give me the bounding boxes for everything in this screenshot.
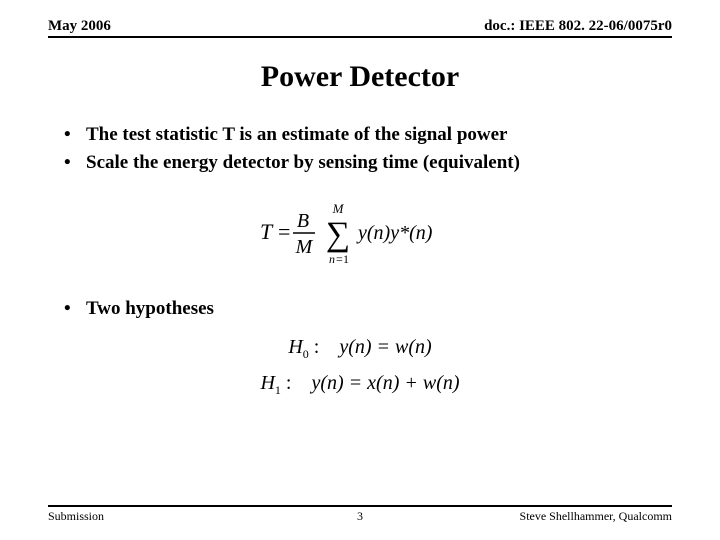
sum-lower-val: 1: [343, 252, 349, 266]
colon: :: [286, 372, 307, 394]
bullet-list-bottom: Two hypotheses: [48, 296, 672, 322]
sum-lower-var: n: [329, 252, 335, 266]
h0-label: H: [288, 336, 302, 358]
footer-page-number: 3: [357, 509, 363, 524]
hypothesis-h0: H0 : y(n) = w(n): [48, 336, 672, 362]
bullet-item: Two hypotheses: [64, 296, 672, 322]
header-doc-id: doc.: IEEE 802. 22-06/0075r0: [484, 18, 672, 35]
sum-lower-eq: =: [336, 252, 343, 266]
equals-sign: =: [278, 219, 290, 244]
bullet-item: Scale the energy detector by sensing tim…: [64, 150, 672, 176]
hypotheses-block: H0 : y(n) = w(n) H1 : y(n) = x(n) + w(n): [48, 336, 672, 398]
formula-term: y(n)y*(n): [356, 222, 433, 244]
header-date: May 2006: [48, 18, 111, 35]
header-bar: May 2006 doc.: IEEE 802. 22-06/0075r0: [48, 18, 672, 38]
sigma-icon: ∑: [326, 216, 350, 253]
bullet-item: The test statistic T is an estimate of t…: [64, 122, 672, 148]
formula-main: T = B M M ∑ n = 1 y(n)y*(n): [48, 197, 672, 272]
footer-bar: Submission 3 Steve Shellhammer, Qualcomm: [48, 505, 672, 524]
h1-rhs: y(n) = x(n) + w(n): [311, 372, 459, 394]
h1-subscript: 1: [275, 383, 281, 397]
footer-left: Submission: [48, 509, 104, 524]
h0-subscript: 0: [303, 347, 309, 361]
bullet-list-top: The test statistic T is an estimate of t…: [48, 122, 672, 175]
sum-upper: M: [332, 201, 345, 216]
colon: :: [314, 336, 335, 358]
hypothesis-h1: H1 : y(n) = x(n) + w(n): [48, 372, 672, 398]
frac-top: B: [297, 210, 309, 232]
footer-author: Steve Shellhammer, Qualcomm: [520, 509, 672, 524]
h0-rhs: y(n) = w(n): [339, 336, 431, 358]
page-title: Power Detector: [48, 60, 672, 94]
frac-bot: M: [295, 236, 314, 258]
h1-label: H: [260, 372, 274, 394]
formula-lhs: T: [260, 219, 274, 244]
